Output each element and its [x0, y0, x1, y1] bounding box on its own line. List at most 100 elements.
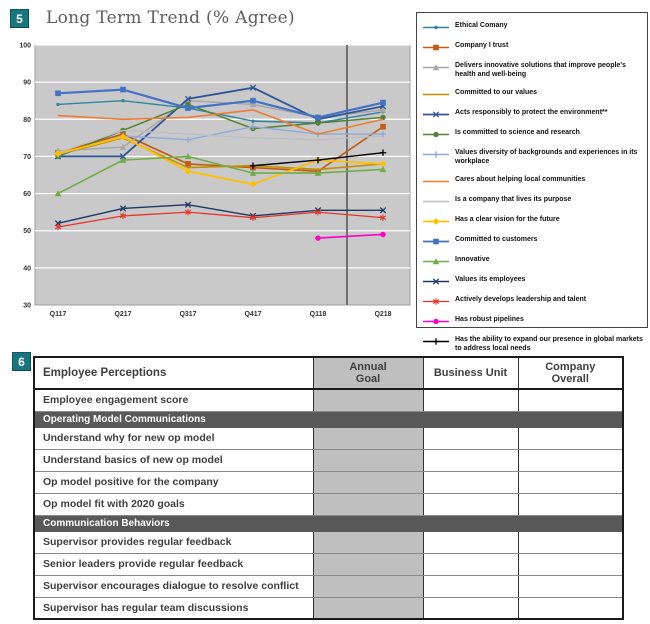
legend-label: Delivers innovative solutions that impro… — [455, 62, 626, 78]
business-unit-cell — [422, 597, 519, 620]
y-axis-tick-label: 70 — [23, 154, 31, 161]
legend-label: Actively develops leadership and talent — [455, 296, 587, 303]
column-header: Business Unit — [422, 357, 519, 390]
legend-label: Values diversity of backgrounds and expe… — [455, 149, 638, 165]
x-axis-tick-label: Q118 — [310, 311, 327, 318]
section-6-badge: 6 — [12, 352, 31, 371]
y-axis-tick-label: 60 — [23, 191, 31, 198]
annual-goal-cell — [312, 575, 424, 598]
legend-item: Has a clear vision for the future — [423, 216, 643, 226]
table-row: Understand why for new op model — [33, 427, 624, 450]
company-overall-cell — [517, 531, 624, 554]
legend-item: Innovative — [423, 256, 643, 266]
x-axis-tick-label: Q218 — [374, 311, 391, 318]
legend-label: Company I trust — [455, 42, 509, 49]
table-row: Employee engagement score — [33, 389, 624, 412]
series-cares-about-helping-local-communities — [57, 109, 384, 135]
legend-label: Values its employees — [455, 276, 526, 283]
legend-swatch-icon — [423, 151, 449, 158]
column-header: Annual Goal — [312, 357, 424, 390]
trend-line-chart: 100 90 80 70 60 50 40 30 Q117 Q217 Q317 Q417 Q118 Q21… — [19, 43, 411, 318]
annual-goal-cell — [312, 597, 424, 620]
table-section-row: Operating Model Communications — [33, 411, 624, 428]
business-unit-cell — [422, 389, 519, 412]
company-overall-cell — [517, 427, 624, 450]
table-row: Op model fit with 2020 goals — [33, 493, 624, 516]
y-axis-tick-label: 100 — [19, 43, 31, 50]
legend-swatch-icon — [423, 25, 449, 30]
legend-label: Is committed to science and research — [455, 129, 580, 136]
company-overall-cell — [517, 471, 624, 494]
company-overall-cell — [517, 449, 624, 472]
series-has-a-clear-vision-for-the-future — [54, 133, 387, 188]
chart-legend: Ethical Comany Company I trust Delivers in… — [416, 12, 648, 352]
legend-item: Values its employees — [423, 276, 643, 286]
legend-swatch-icon — [423, 298, 449, 305]
legend-item: Is committed to science and research — [423, 129, 643, 139]
row-label: Senior leaders provide regular feedback — [33, 553, 314, 576]
legend-item: Is a company that lives its purpose — [423, 196, 643, 206]
x-axis-tick-label: Q217 — [114, 311, 131, 318]
business-unit-cell — [422, 531, 519, 554]
legend-item: Has robust pipelines — [423, 316, 643, 326]
row-label: Understand why for new op model — [33, 427, 314, 450]
series-committed-to-customers — [55, 86, 386, 121]
row-label: Understand basics of new op model — [33, 449, 314, 472]
legend-swatch-icon — [423, 44, 449, 51]
business-unit-cell — [422, 471, 519, 494]
section-row-label: Communication Behaviors — [33, 515, 624, 532]
table-row: Senior leaders provide regular feedback — [33, 553, 624, 576]
company-overall-cell — [517, 575, 624, 598]
table-section-row: Communication Behaviors — [33, 515, 624, 532]
legend-label: Ethical Comany — [455, 22, 508, 29]
table-row: Supervisor encourages dialogue to resolv… — [33, 575, 624, 598]
row-label: Supervisor encourages dialogue to resolv… — [33, 575, 314, 598]
row-label: Op model positive for the company — [33, 471, 314, 494]
plot-area — [34, 44, 411, 306]
legend-swatch-icon — [423, 218, 449, 225]
section-5-badge: 5 — [10, 9, 29, 28]
table-row: Understand basics of new op model — [33, 449, 624, 472]
legend-swatch-icon — [423, 180, 449, 183]
legend-swatch-icon — [423, 111, 449, 118]
row-label: Op model fit with 2020 goals — [33, 493, 314, 516]
legend-label: Acts responsibly to protect the environm… — [455, 109, 608, 116]
x-axis-tick-label: Q417 — [244, 311, 261, 318]
y-axis-tick-label: 40 — [23, 265, 31, 272]
legend-label: Is a company that lives its purpose — [455, 196, 572, 203]
legend-label: Has a clear vision for the future — [455, 216, 560, 223]
legend-item: Actively develops leadership and talent — [423, 296, 643, 306]
table-row: Supervisor has regular team discussions — [33, 597, 624, 620]
table-row: Supervisor provides regular feedback — [33, 531, 624, 554]
annual-goal-cell — [312, 471, 424, 494]
annual-goal-cell — [312, 493, 424, 516]
annual-goal-cell — [312, 427, 424, 450]
legend-swatch-icon — [423, 278, 449, 285]
annual-goal-cell — [312, 531, 424, 554]
series-actively-develops-leadership-and-talent — [54, 208, 387, 231]
legend-item: Company I trust — [423, 42, 643, 52]
legend-label: Innovative — [455, 256, 490, 263]
business-unit-cell — [422, 427, 519, 450]
legend-swatch-icon — [423, 318, 449, 325]
legend-swatch-icon — [423, 238, 449, 245]
company-overall-cell — [517, 553, 624, 576]
legend-label: Has the ability to expand our presence i… — [455, 336, 643, 352]
legend-swatch-icon — [423, 131, 449, 138]
column-header: Company Overall — [517, 357, 624, 390]
row-label: Supervisor has regular team discussions — [33, 597, 314, 620]
legend-item: Acts responsibly to protect the environm… — [423, 109, 643, 119]
series-committed-to-our-values — [57, 137, 384, 171]
company-overall-cell — [517, 597, 624, 620]
x-axis-tick-label: Q317 — [179, 311, 196, 318]
column-header: Employee Perceptions — [33, 357, 314, 390]
legend-label: Cares about helping local communities — [455, 176, 586, 183]
business-unit-cell — [422, 553, 519, 576]
business-unit-cell — [422, 449, 519, 472]
legend-swatch-icon — [423, 338, 449, 345]
business-unit-cell — [422, 575, 519, 598]
legend-swatch-icon — [423, 200, 449, 203]
legend-swatch-icon — [423, 258, 449, 265]
y-axis-tick-label: 50 — [23, 228, 31, 235]
company-overall-cell — [517, 389, 624, 412]
